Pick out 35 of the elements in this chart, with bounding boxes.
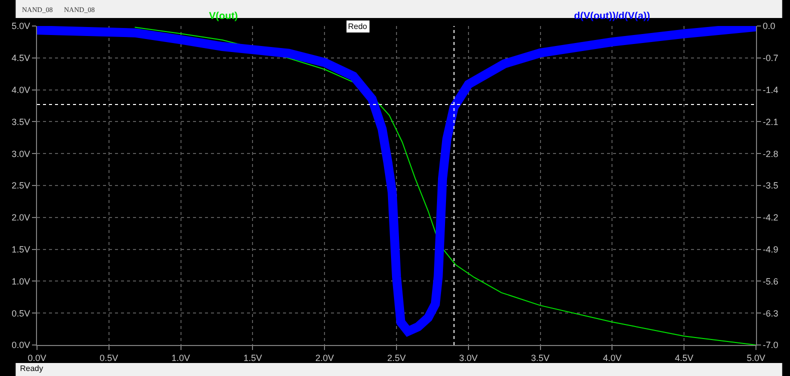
x-tick-label: 1.5V (243, 352, 262, 363)
y2-tick-label: -0.7 (762, 53, 778, 64)
x-tick-label: 3.0V (459, 352, 478, 363)
y2-tick-label: -3.5 (762, 180, 778, 191)
y-tick-label: 5.0V (12, 21, 30, 32)
text: Ready (20, 364, 44, 373)
y2-tick-label: -7.0 (762, 340, 778, 350)
y2-tick-label: -2.8 (762, 148, 778, 159)
x-tick-label: 1.0V (172, 352, 190, 363)
y2-tick-label: -6.3 (762, 308, 778, 318)
annotation: Redo (348, 22, 368, 31)
x-tick-label: 4.0V (602, 352, 622, 363)
y-tick-label: 1.0V (12, 276, 30, 286)
x-tick-label: 2.5V (387, 352, 406, 363)
y-tick-label: 2.5V (12, 180, 30, 191)
y-tick-label: 3.5V (12, 116, 30, 127)
x-tick-label: 2.0V (315, 352, 334, 363)
y2-tick-label: -2.1 (762, 116, 778, 127)
y-tick-label: 4.5V (12, 53, 30, 64)
x-tick-label: 0.0V (28, 352, 46, 363)
y2-tick-label: -1.4 (762, 84, 778, 95)
y2-tick-label: -4.2 (762, 212, 778, 223)
x-tick-label: 4.5V (674, 352, 694, 363)
x-tick-label: 3.5V (531, 352, 550, 363)
y2-tick-label: 0.0 (762, 21, 776, 32)
y-tick-label: 4.0V (12, 84, 30, 95)
y-tick-label: 2.0V (12, 212, 30, 223)
y-tick-label: 0.0V (12, 340, 30, 350)
y-tick-label: 0.5V (12, 308, 30, 318)
y-tick-label: 1.5V (12, 244, 30, 254)
x-tick-label: 5.0V (746, 352, 766, 363)
y2-tick-label: -4.9 (762, 244, 778, 254)
y-tick-label: 3.0V (12, 148, 30, 159)
x-tick-label: 0.5V (100, 352, 118, 363)
y2-tick-label: -5.6 (762, 276, 778, 286)
